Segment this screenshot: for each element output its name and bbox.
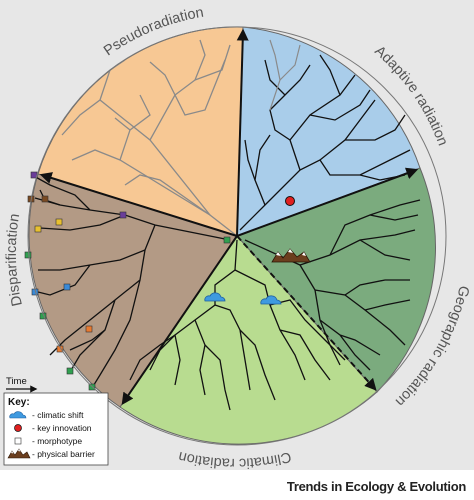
footer: Trends in Ecology & Evolution [0, 470, 474, 500]
morphotype-square [56, 345, 64, 353]
climatic-shift-cloud [260, 295, 282, 305]
mountain-icon [7, 448, 31, 459]
morphotype-square [63, 283, 71, 291]
sector-adaptive [236, 26, 421, 237]
key-item-label: - key innovation [32, 423, 92, 433]
morphotype-square [66, 367, 74, 375]
morphotype-square [24, 251, 32, 259]
outer-circle [27, 26, 447, 446]
key-item-label: - physical barrier [32, 449, 95, 459]
key-title: Key: [8, 397, 30, 408]
climatic-shift-cloud [204, 292, 226, 302]
red-circle-icon [14, 424, 22, 432]
key-innovation-marker [285, 196, 295, 206]
morphotype-square [223, 236, 231, 244]
morphotype-square [85, 325, 93, 333]
label-disparification: Disparification [4, 213, 26, 308]
cloud-icon [9, 411, 27, 419]
legend-key: Key: - climatic shift - key innovation -… [3, 392, 109, 466]
sector-geographic [236, 167, 436, 393]
square-icon [14, 437, 22, 445]
morphotype-square [119, 211, 127, 219]
tree-adaptive-grey [269, 39, 301, 111]
label-climatic-radiation: Climatic radiation [177, 448, 293, 470]
morphotype-square [55, 218, 63, 226]
tree-climatic [129, 239, 346, 411]
key-item-label: - climatic shift [32, 410, 84, 420]
sector-divider-arrows [39, 28, 419, 405]
morphotype-square [41, 195, 49, 203]
morphotype-square [34, 225, 42, 233]
time-label: Time [6, 376, 27, 387]
key-item-label: - morphotype [32, 436, 82, 446]
journal-name: Trends in Ecology & Evolution [286, 479, 466, 494]
tree-adaptive [239, 54, 411, 231]
radiation-diagram: Pseudoradiation Adaptive radiation Geogr… [3, 5, 472, 470]
physical-barrier-marker [271, 248, 311, 263]
